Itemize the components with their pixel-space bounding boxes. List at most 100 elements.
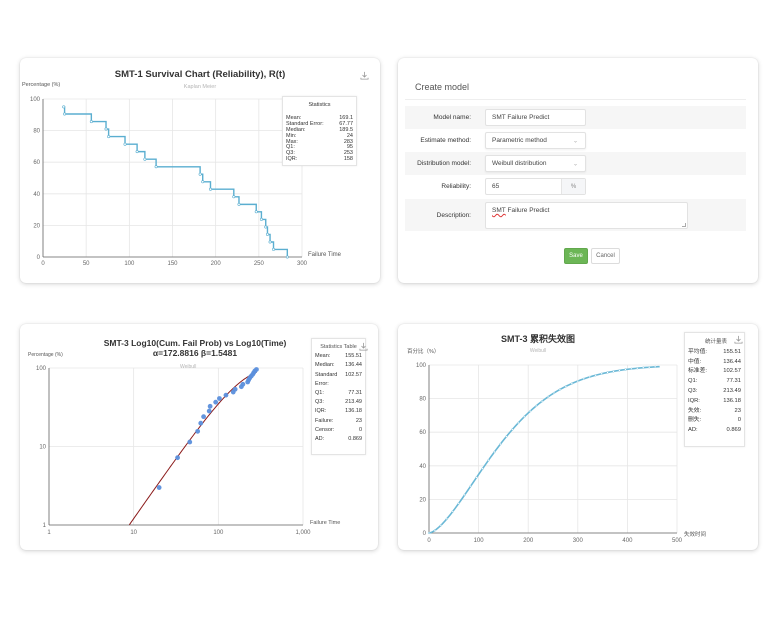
stat-row: Q3: 213.49	[688, 387, 741, 397]
cancel-button[interactable]: Cancel	[591, 248, 620, 264]
chevron-down-icon: ⌄	[572, 138, 578, 144]
svg-text:80: 80	[33, 129, 40, 135]
weibull-plot-title: SMT-3 Log10(Cum. Fail Prob) vs Log10(Tim…	[80, 338, 310, 358]
estimate-method-label: Estimate method:	[420, 137, 471, 144]
reliability-input[interactable]: 65 %	[485, 178, 586, 195]
stat-label: Mean:	[286, 114, 302, 121]
x-axis-label: Failure Time	[310, 520, 341, 526]
resize-handle[interactable]	[682, 223, 686, 227]
stat-value: 23	[355, 417, 362, 424]
model-name-input[interactable]: SMT Failure Predict	[485, 109, 586, 126]
stat-label: 删失:	[688, 417, 702, 424]
stat-row: Max: 283	[286, 138, 353, 146]
stat-row: Median: 189.5	[286, 126, 353, 134]
svg-text:80: 80	[419, 397, 426, 403]
stat-row: AD: 0.869	[315, 435, 362, 444]
y-axis-label: 百分比（%）	[407, 349, 440, 355]
stat-value: 0.869	[348, 436, 362, 443]
svg-text:200: 200	[523, 538, 534, 544]
stat-row: IQR: 136.18	[688, 397, 741, 407]
stat-label: IQR:	[688, 397, 700, 404]
stat-value: 136.18	[723, 397, 741, 404]
svg-text:300: 300	[573, 538, 584, 544]
stat-value: 95	[346, 144, 353, 151]
stat-value: 253	[343, 150, 353, 157]
stat-value: 283	[343, 138, 353, 145]
stat-row: Q3: 253	[286, 150, 353, 157]
stat-label: Standard Error:	[286, 120, 324, 127]
y-axis-label: Percentage (%)	[22, 82, 61, 88]
download-icon[interactable]	[360, 71, 369, 82]
svg-text:10: 10	[130, 530, 137, 536]
stat-row: 失效: 23	[688, 407, 741, 417]
save-button[interactable]: Save	[564, 248, 588, 264]
stat-row: Q1: 95	[286, 145, 353, 151]
stat-label: Median:	[286, 126, 306, 133]
weibull-probability-plot: 1 10 100 1,000 1 10 100	[36, 366, 311, 536]
model-name-label: Model name:	[433, 114, 471, 121]
stat-value: 77.31	[348, 390, 362, 397]
distribution-model-row: Distribution model: Weibull distribution…	[405, 152, 746, 175]
description-textarea[interactable]: SMT Failure Predict	[485, 202, 688, 229]
distribution-model-value: Weibull distribution	[492, 160, 547, 167]
svg-text:100: 100	[213, 530, 224, 536]
stat-value: 0.869	[726, 427, 741, 434]
stat-row: Censor: 0	[315, 426, 362, 435]
stat-label: Error:	[315, 380, 329, 387]
description-value-word: SMT	[492, 207, 506, 214]
stat-row: 删失: 0	[688, 416, 741, 426]
stat-value: 102.57	[345, 371, 362, 378]
stat-label: 失效:	[688, 407, 702, 414]
svg-text:100: 100	[474, 538, 485, 544]
distribution-model-label: Distribution model:	[417, 160, 471, 167]
svg-text:50: 50	[83, 261, 90, 267]
estimate-method-select[interactable]: Parametric method ⌄	[485, 132, 586, 149]
stat-label: IQR:	[286, 156, 298, 163]
stat-value: 213.49	[345, 399, 362, 406]
statistics-title: Statistics	[308, 102, 331, 108]
svg-text:250: 250	[254, 261, 265, 267]
svg-text:100: 100	[30, 97, 41, 103]
stat-value: 67.77	[339, 120, 353, 127]
y-axis-label: Percentage (%)	[28, 352, 63, 358]
stat-label: Q1:	[315, 390, 324, 397]
stat-label: Median:	[315, 362, 335, 369]
svg-text:100: 100	[36, 366, 47, 372]
model-name-row: Model name: SMT Failure Predict	[405, 106, 746, 129]
model-name-value: SMT Failure Predict	[492, 114, 550, 121]
description-row: Description: SMT Failure Predict	[405, 199, 746, 231]
cdf-chart-title: SMT-3 累积失效图	[500, 334, 575, 344]
stat-label: Standard	[315, 371, 338, 378]
stat-row: Mean: 169.1	[286, 114, 353, 122]
stat-label: Min:	[286, 132, 297, 139]
stat-label: Q3:	[315, 399, 324, 406]
statistics-table: 统计量表 平均值: 155.51 中值: 136.44 标准差: 102.57 Q1: 77.…	[684, 332, 745, 447]
stat-row: Min: 24	[286, 132, 353, 140]
form-title: Create model	[415, 82, 470, 92]
stat-label: AD:	[688, 427, 698, 434]
svg-text:1,000: 1,000	[295, 530, 311, 536]
svg-text:40: 40	[419, 464, 426, 470]
stat-value: 155.51	[723, 348, 741, 355]
download-icon[interactable]	[359, 342, 368, 353]
stat-label: Q3:	[286, 150, 295, 157]
distribution-model-select[interactable]: Weibull distribution ⌄	[485, 155, 586, 172]
statistics-table-title: Statistics Table	[320, 344, 357, 350]
stat-row: 标准差: 102.57	[688, 367, 741, 377]
svg-text:150: 150	[167, 261, 178, 267]
stat-value: 24	[346, 132, 353, 139]
statistics-table: Statistics Table Mean: 155.51 Median: 136.4…	[311, 338, 366, 455]
stat-row: Q1: 77.31	[688, 377, 741, 387]
download-icon[interactable]	[734, 335, 743, 346]
stat-row: Median: 136.44	[315, 361, 362, 370]
svg-text:500: 500	[672, 538, 683, 544]
title-line-2: α=172.8816 β=1.5481	[152, 347, 238, 358]
svg-text:20: 20	[419, 497, 426, 503]
stat-row: Q1: 77.31	[315, 389, 362, 398]
reliability-row: Reliability: 65 %	[405, 175, 746, 198]
stat-label: Censor:	[315, 426, 335, 433]
svg-text:10: 10	[39, 445, 46, 451]
cumulative-failure-card: 0 100 200 300 400 500 0 20 40 60 80 100 SMT-3 累积失效图…	[398, 324, 758, 550]
svg-text:60: 60	[419, 430, 426, 436]
svg-text:100: 100	[124, 261, 135, 267]
